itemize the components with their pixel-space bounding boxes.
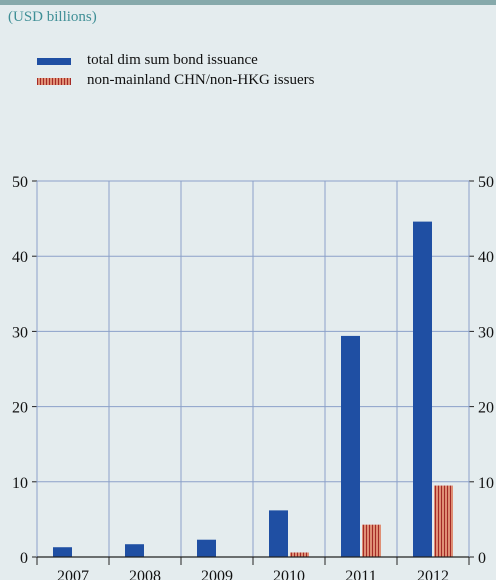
y-tick-label-right: 40: [478, 249, 494, 266]
y-tick-label-left: 20: [12, 400, 28, 417]
x-tick-label-2010: 2010: [273, 568, 305, 580]
top-band: [0, 0, 496, 5]
legend-label-non-mainland: non-mainland CHN/non-HKG issuers: [87, 72, 315, 88]
y-tick-label-right: 50: [478, 174, 494, 191]
y-tick-label-right: 20: [478, 400, 494, 417]
bar-total-2008: [125, 544, 144, 557]
y-tick-label-left: 40: [12, 249, 28, 266]
bar-non-mainland-2011: [362, 524, 381, 557]
y-tick-label-right: 10: [478, 475, 494, 492]
bar-total-2009: [197, 539, 216, 557]
legend-swatch-total: [37, 58, 71, 65]
axis-layer: 0 0 10 10 20 20 30 30 40 40 50 50 2007 2008 2009 2010 20…: [12, 174, 494, 580]
x-tick-label-2007: 2007: [57, 568, 89, 580]
bar-non-mainland-2010: [290, 552, 309, 557]
bar-total-2012: [413, 221, 432, 557]
grid-layer: [32, 180, 474, 558]
y-tick-label-right: 30: [478, 324, 494, 341]
legend-label-total: total dim sum bond issuance: [87, 52, 258, 68]
bar-total-2007: [53, 547, 72, 557]
bar-total-2011: [341, 335, 360, 557]
x-tick-label-2008: 2008: [129, 568, 161, 580]
y-tick-label-right: 0: [478, 550, 486, 567]
bar-total-2010: [269, 510, 288, 557]
y-tick-label-left: 50: [12, 174, 28, 191]
x-tick-label-2011: 2011: [345, 568, 376, 580]
units-label: (USD billions): [8, 9, 97, 25]
bars-layer: [53, 221, 453, 557]
x-tick-label-2009: 2009: [201, 568, 233, 580]
x-tick-label-2012: 2012: [417, 568, 449, 580]
legend-swatch-non-mainland: [37, 78, 71, 85]
y-tick-label-left: 10: [12, 475, 28, 492]
y-tick-label-left: 30: [12, 324, 28, 341]
bar-non-mainland-2012: [434, 485, 453, 557]
y-tick-label-left: 0: [20, 550, 28, 567]
